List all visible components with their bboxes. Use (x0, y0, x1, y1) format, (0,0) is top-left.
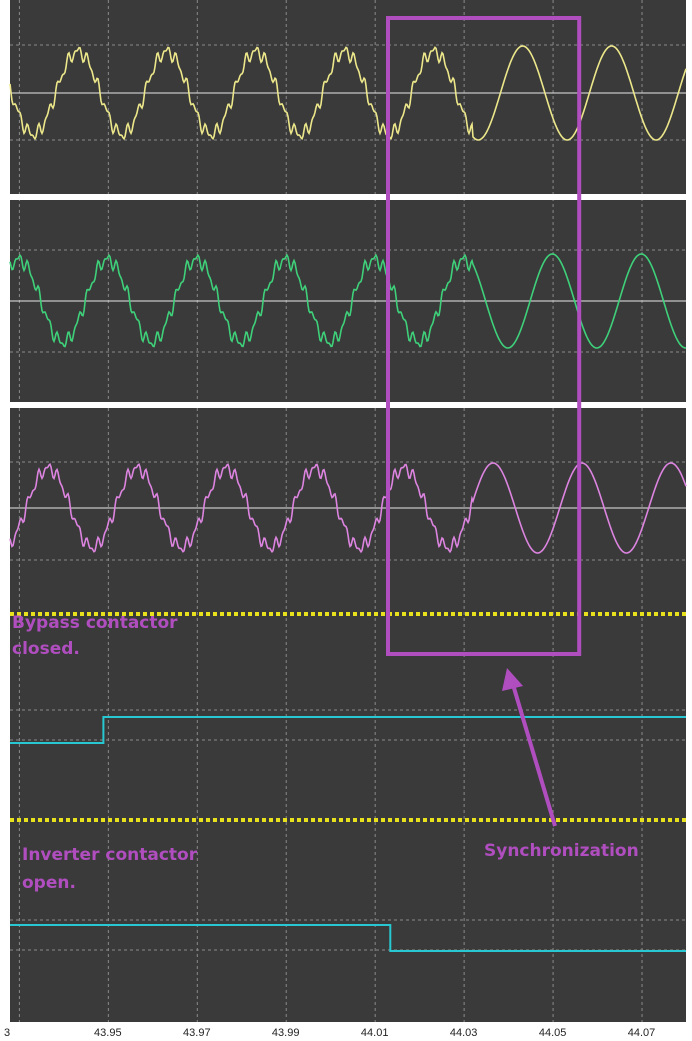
channel-dividers (10, 194, 686, 822)
sync-arrow-shaft (512, 687, 557, 827)
x-tick-label-5: 44.03 (450, 1027, 478, 1039)
sync-arrow-head (502, 668, 523, 691)
plot-background (10, 0, 686, 1022)
x-tick-labels: 3 43.95 43.97 43.99 44.01 44.03 44.05 44.07 (4, 1027, 655, 1039)
sync-window (386, 16, 582, 656)
inverter-label-line1: Inverter contactor (22, 845, 198, 865)
bypass-label-line2: closed. (12, 639, 80, 659)
trace-phase-a (9, 45, 687, 141)
grid (10, 0, 686, 1022)
trace-bypass-contactor (10, 716, 686, 744)
x-tick-label-2: 43.97 (183, 1027, 211, 1039)
x-tick-label-4: 44.01 (361, 1027, 389, 1039)
x-tick-label-6: 44.05 (539, 1027, 567, 1039)
trace-phase-c (9, 462, 687, 554)
inverter-label-line2: open. (22, 873, 76, 893)
trace-phase-b (9, 253, 687, 349)
x-tick-label-7: 44.07 (628, 1027, 656, 1039)
x-tick-label-0: 3 (4, 1027, 10, 1039)
divider-1 (10, 194, 686, 200)
sync-label: Synchronization (484, 841, 639, 861)
bypass-label-line1: Bypass contactor (12, 613, 178, 633)
divider-2 (10, 402, 686, 408)
x-tick-label-1: 43.95 (94, 1027, 122, 1039)
x-tick-label-3: 43.99 (272, 1027, 300, 1039)
traces (9, 45, 687, 952)
trace-inverter-contactor (10, 924, 686, 952)
